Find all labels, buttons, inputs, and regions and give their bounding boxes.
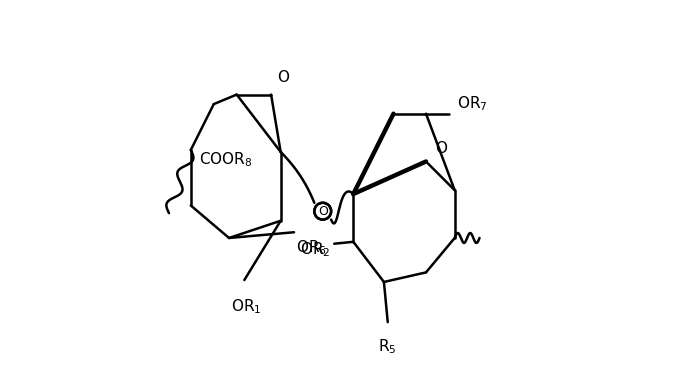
Text: OR$_1$: OR$_1$ [231, 297, 261, 316]
Text: O: O [318, 205, 328, 218]
Text: COOR$_8$: COOR$_8$ [199, 150, 252, 169]
Text: R$_5$: R$_5$ [378, 338, 397, 356]
Text: OR$_2$: OR$_2$ [300, 240, 330, 258]
Text: OR$_6$: OR$_6$ [296, 238, 326, 257]
Text: OR$_7$: OR$_7$ [456, 95, 487, 113]
Text: O: O [435, 141, 447, 156]
Circle shape [315, 203, 331, 220]
Text: O: O [277, 70, 289, 85]
